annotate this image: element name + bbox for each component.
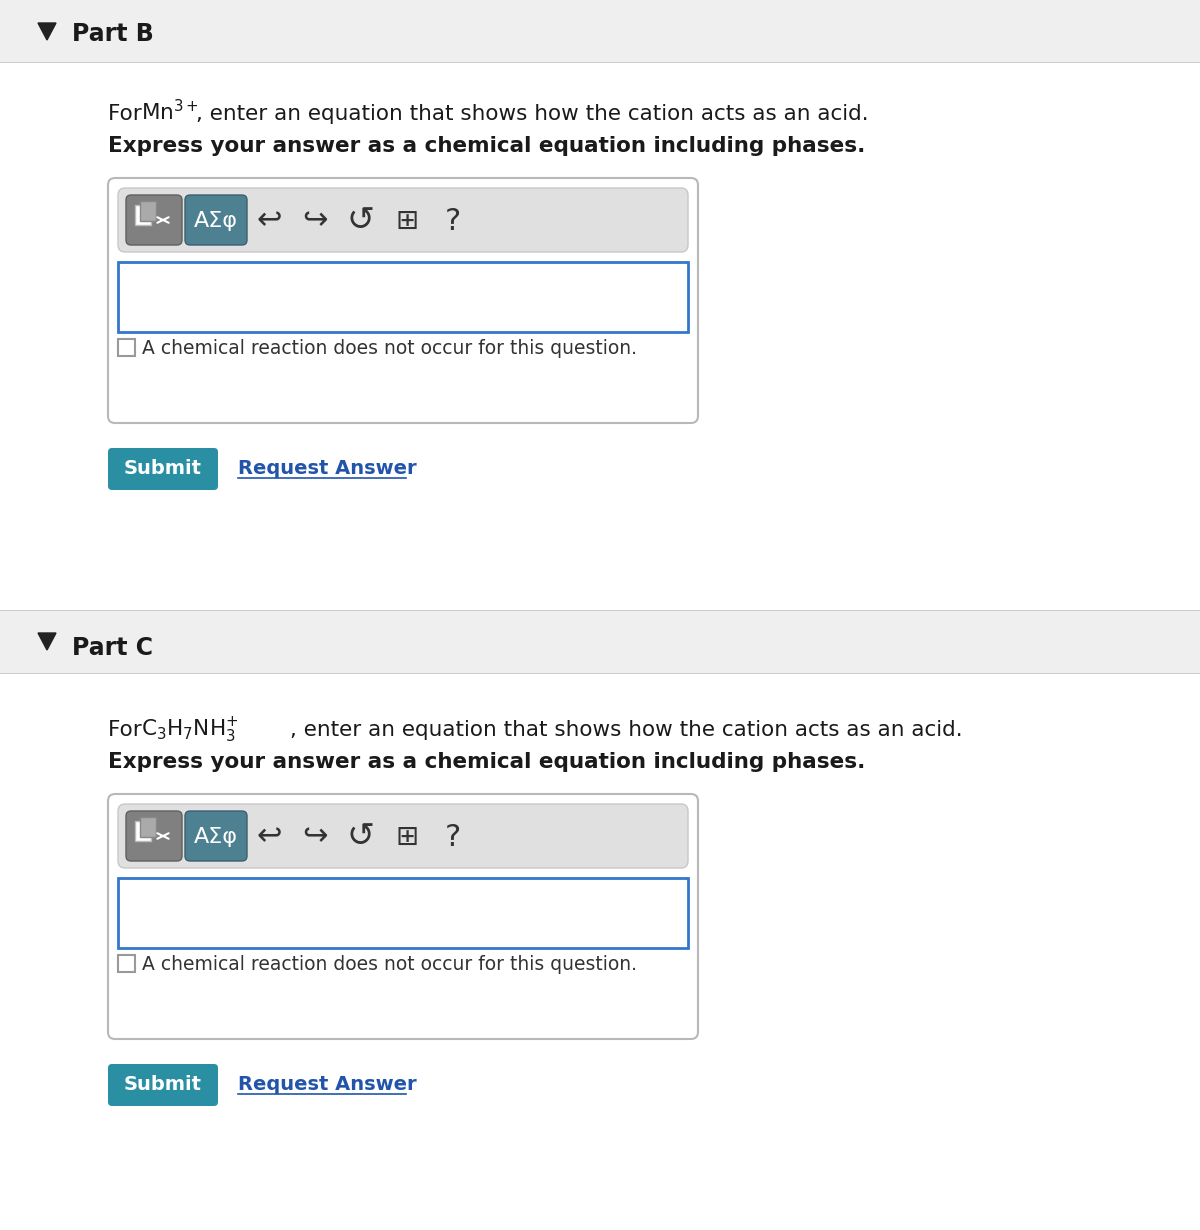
Text: Part B: Part B — [72, 22, 154, 46]
Bar — [140, 817, 156, 836]
Text: A chemical reaction does not occur for this question.: A chemical reaction does not occur for t… — [142, 954, 637, 973]
FancyBboxPatch shape — [108, 795, 698, 1039]
Text: $\mathregular{C_3H_7NH_3^{+}}$: $\mathregular{C_3H_7NH_3^{+}}$ — [142, 716, 239, 745]
FancyBboxPatch shape — [108, 178, 698, 423]
Text: ↺: ↺ — [347, 820, 374, 854]
Bar — [134, 205, 151, 225]
Text: Submit: Submit — [124, 460, 202, 478]
Text: ?: ? — [445, 823, 461, 851]
Bar — [118, 262, 688, 332]
Text: Request Answer: Request Answer — [238, 1075, 416, 1095]
Text: ⊞: ⊞ — [395, 823, 419, 851]
Text: , enter an equation that shows how the cation acts as an acid.: , enter an equation that shows how the c… — [196, 105, 869, 124]
Polygon shape — [38, 23, 56, 41]
Bar — [0, 63, 1200, 603]
Text: A chemical reaction does not occur for this question.: A chemical reaction does not occur for t… — [142, 338, 637, 358]
FancyBboxPatch shape — [126, 196, 182, 245]
Text: ↩: ↩ — [257, 207, 282, 235]
Bar — [0, 674, 1200, 1230]
FancyBboxPatch shape — [118, 188, 688, 252]
Text: For: For — [108, 720, 149, 740]
Text: Submit: Submit — [124, 1075, 202, 1095]
Text: For: For — [108, 105, 149, 124]
FancyBboxPatch shape — [118, 804, 688, 868]
FancyBboxPatch shape — [126, 811, 182, 861]
Text: ΑΣφ: ΑΣφ — [194, 827, 238, 847]
Text: ↪: ↪ — [302, 207, 328, 235]
Polygon shape — [38, 633, 56, 649]
Text: ↺: ↺ — [347, 204, 374, 237]
FancyBboxPatch shape — [108, 1064, 218, 1106]
Text: Part C: Part C — [72, 636, 154, 661]
Text: Request Answer: Request Answer — [238, 460, 416, 478]
Bar — [134, 820, 151, 841]
Text: Express your answer as a chemical equation including phases.: Express your answer as a chemical equati… — [108, 137, 865, 156]
Text: Express your answer as a chemical equation including phases.: Express your answer as a chemical equati… — [108, 752, 865, 772]
Bar — [0, 611, 1200, 673]
Text: , enter an equation that shows how the cation acts as an acid.: , enter an equation that shows how the c… — [290, 720, 962, 740]
Bar — [0, 0, 1200, 62]
Bar — [118, 878, 688, 948]
FancyBboxPatch shape — [185, 196, 247, 245]
Text: ?: ? — [445, 207, 461, 235]
Text: ↪: ↪ — [302, 823, 328, 851]
Text: ΑΣφ: ΑΣφ — [194, 212, 238, 231]
FancyBboxPatch shape — [108, 448, 218, 490]
Bar — [140, 200, 156, 221]
Bar — [118, 339, 134, 355]
Text: ↩: ↩ — [257, 823, 282, 851]
Text: ⊞: ⊞ — [395, 207, 419, 235]
FancyBboxPatch shape — [185, 811, 247, 861]
Bar — [118, 954, 134, 972]
Text: $\mathregular{Mn^{3+}}$: $\mathregular{Mn^{3+}}$ — [142, 98, 199, 124]
